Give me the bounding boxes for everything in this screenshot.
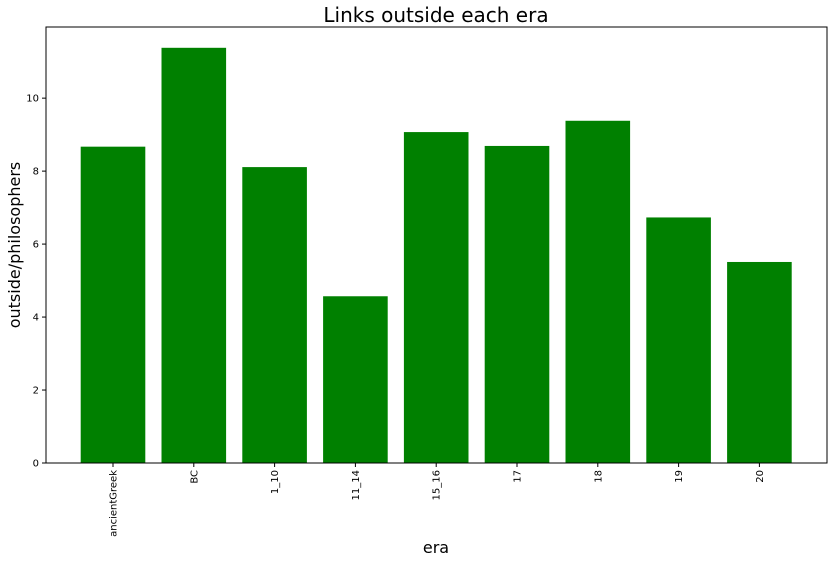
y-tick-label: 10 — [26, 94, 39, 105]
bar-series — [80, 47, 792, 464]
x-tick-label: ancientGreek — [109, 470, 120, 537]
x-tick-label: 15_16 — [432, 470, 443, 500]
x-axis-ticks: ancientGreek BC 1_10 11_14 15_16 17 18 19 20 — [109, 463, 766, 537]
x-tick-label: BC — [189, 470, 200, 484]
y-tick-label: 8 — [33, 167, 39, 178]
y-tick-label: 2 — [33, 386, 39, 397]
plot-area-frame — [45, 26, 828, 464]
y-tick-label: 0 — [33, 459, 39, 470]
bar-15_16 — [403, 132, 469, 463]
x-tick-label: 11_14 — [351, 470, 362, 500]
bar-20 — [727, 261, 792, 463]
bar-BC — [161, 47, 227, 464]
x-tick-label: 1_10 — [270, 470, 281, 494]
bar-17 — [484, 145, 550, 463]
y-tick-label: 6 — [33, 240, 39, 251]
y-axis-label: outside/philosophers — [5, 162, 24, 329]
chart-title: Links outside each era — [323, 3, 548, 27]
x-tick-label: 18 — [593, 470, 604, 483]
bar-ancientGreek — [80, 146, 146, 464]
bar-11_14 — [323, 296, 388, 463]
x-tick-label: 20 — [755, 470, 766, 483]
bar-1_10 — [242, 167, 307, 463]
x-axis-label: era — [423, 538, 449, 557]
y-tick-label: 4 — [33, 313, 39, 324]
x-tick-label: 17 — [513, 470, 524, 483]
x-tick-label: 19 — [674, 470, 685, 483]
bar-19 — [646, 217, 711, 463]
bar-18 — [565, 120, 631, 464]
y-axis-ticks: 0 2 4 6 8 10 — [26, 94, 46, 470]
